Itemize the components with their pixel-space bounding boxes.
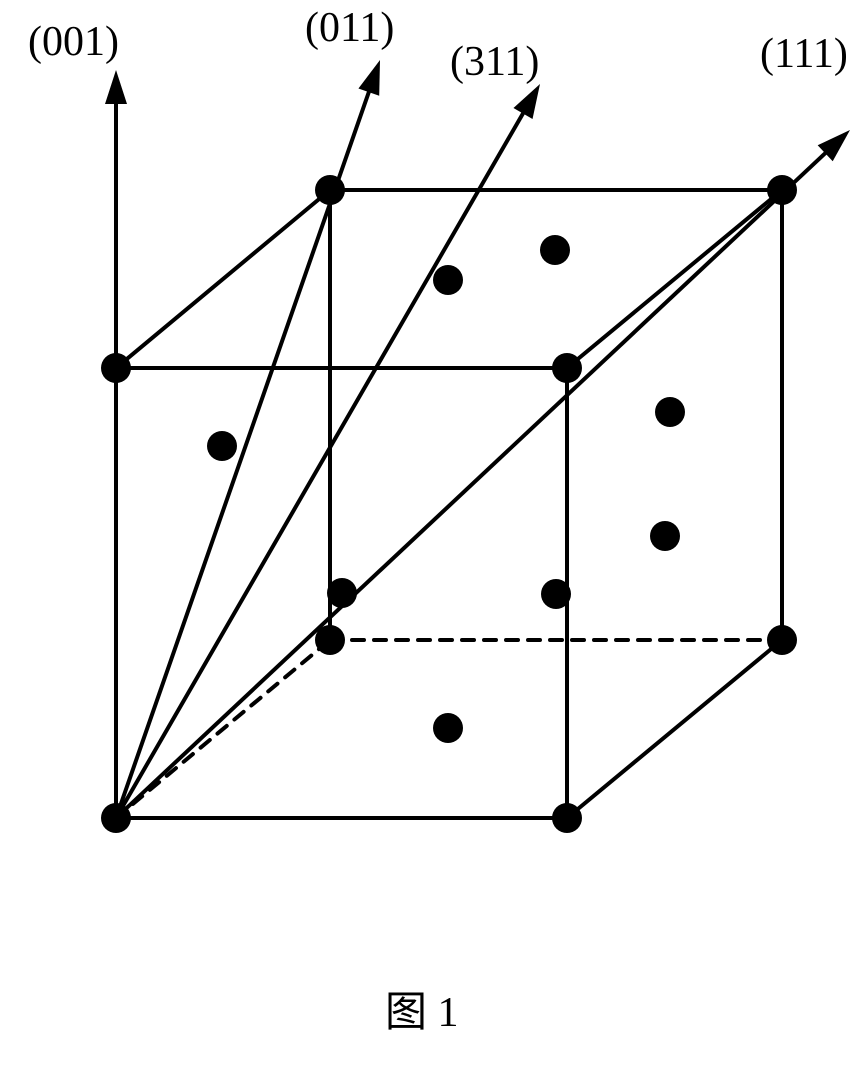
direction-vector-arrowhead xyxy=(358,60,380,96)
direction-vector-line xyxy=(116,144,835,818)
face-atom xyxy=(541,579,571,609)
vertex-atom xyxy=(315,625,345,655)
vertex-atom xyxy=(552,353,582,383)
figure-caption: 图 1 xyxy=(385,978,459,1039)
vertex-atom xyxy=(552,803,582,833)
face-atom xyxy=(207,431,237,461)
direction-vector-arrowhead xyxy=(513,84,540,119)
direction-vector-arrowhead xyxy=(105,70,127,104)
face-atom xyxy=(655,397,685,427)
lattice-edge xyxy=(567,640,782,818)
figure-canvas: (001) (011) (311) (111) 图 1 xyxy=(0,0,868,1090)
vertex-atom xyxy=(767,625,797,655)
face-atom xyxy=(433,713,463,743)
direction-label: (111) xyxy=(760,30,848,78)
face-atom xyxy=(327,578,357,608)
direction-label: (011) xyxy=(305,4,394,52)
face-atom xyxy=(433,265,463,295)
vertex-atom xyxy=(767,175,797,205)
lattice-svg xyxy=(0,0,868,1090)
direction-label: (311) xyxy=(450,38,539,86)
direction-vector-line xyxy=(116,102,530,818)
face-atom xyxy=(540,235,570,265)
face-atom xyxy=(650,521,680,551)
vertex-atom xyxy=(101,803,131,833)
vertex-atom xyxy=(315,175,345,205)
vertex-atom xyxy=(101,353,131,383)
lattice-edge xyxy=(116,190,330,368)
direction-label: (001) xyxy=(28,18,119,66)
lattice-edge xyxy=(567,190,782,368)
